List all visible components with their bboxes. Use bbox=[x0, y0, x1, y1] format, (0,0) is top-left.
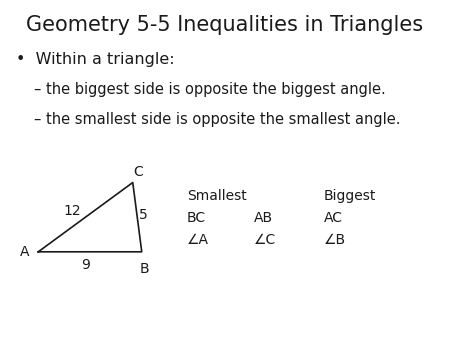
Text: Biggest: Biggest bbox=[324, 189, 376, 203]
Text: 12: 12 bbox=[63, 204, 81, 218]
Text: B: B bbox=[139, 262, 149, 276]
Text: Geometry 5-5 Inequalities in Triangles: Geometry 5-5 Inequalities in Triangles bbox=[27, 15, 423, 35]
Text: A: A bbox=[20, 245, 30, 259]
Text: 9: 9 bbox=[81, 258, 90, 272]
Text: C: C bbox=[133, 165, 143, 179]
Text: AC: AC bbox=[324, 211, 343, 225]
Text: – the smallest side is opposite the smallest angle.: – the smallest side is opposite the smal… bbox=[34, 113, 400, 127]
Text: Smallest: Smallest bbox=[187, 189, 247, 203]
Text: BC: BC bbox=[187, 211, 206, 225]
Text: ∠A: ∠A bbox=[187, 233, 209, 247]
Text: 5: 5 bbox=[139, 208, 148, 222]
Text: AB: AB bbox=[254, 211, 274, 225]
Text: – the biggest side is opposite the biggest angle.: – the biggest side is opposite the bigge… bbox=[34, 82, 386, 97]
Text: ∠B: ∠B bbox=[324, 233, 346, 247]
Text: ∠C: ∠C bbox=[254, 233, 276, 247]
Text: •  Within a triangle:: • Within a triangle: bbox=[16, 52, 175, 67]
